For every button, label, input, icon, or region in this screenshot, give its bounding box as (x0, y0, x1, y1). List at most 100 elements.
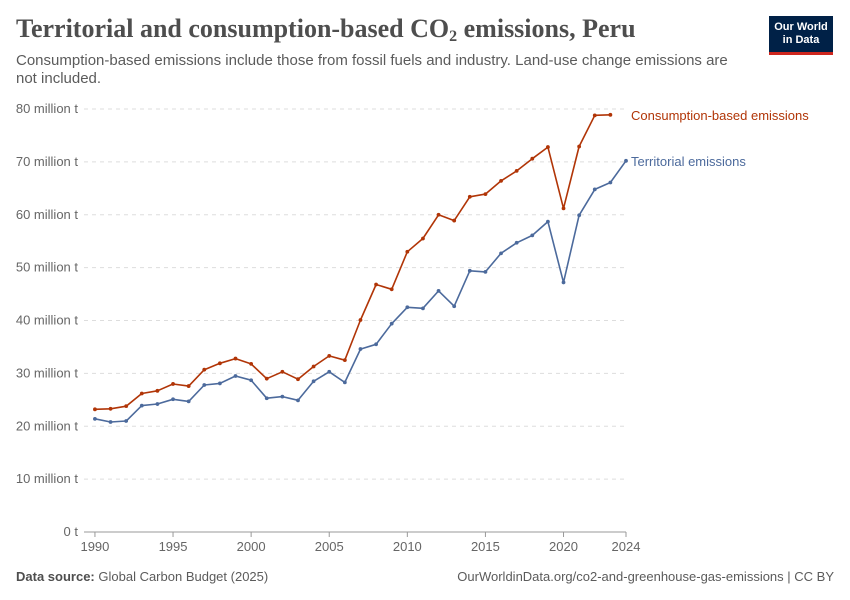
logo-line-2: in Data (782, 34, 820, 46)
data-point (296, 377, 300, 382)
x-tick-label: 1995 (159, 539, 188, 554)
data-point (171, 382, 175, 386)
data-point (155, 388, 160, 393)
data-point (483, 269, 488, 274)
data-source: Data source: Global Carbon Budget (2025) (16, 569, 268, 584)
series-layer (93, 112, 628, 424)
y-tick-label: 70 million t (16, 154, 79, 169)
y-tick-label: 0 t (64, 524, 79, 539)
data-point (546, 219, 550, 224)
data-point (108, 420, 113, 424)
data-point (608, 180, 613, 185)
series-line-territorial (94, 160, 627, 423)
data-point (342, 380, 347, 385)
y-tick-label: 30 million t (16, 365, 79, 380)
data-point (139, 391, 144, 396)
data-point (608, 112, 613, 117)
data-point (280, 369, 285, 374)
data-point (436, 212, 441, 217)
data-point (311, 364, 316, 369)
data-point (467, 268, 472, 273)
data-point (499, 251, 503, 256)
data-point (499, 179, 503, 183)
data-point (592, 113, 597, 118)
data-point (374, 282, 378, 287)
source-url-text: OurWorldinData.org/co2-and-greenhouse-ga… (457, 569, 834, 584)
data-point (233, 356, 238, 361)
data-point (186, 384, 191, 388)
data-point (624, 158, 628, 163)
y-tick-label: 20 million t (16, 418, 79, 433)
x-tick-label: 2024 (612, 539, 641, 554)
data-point (93, 416, 97, 421)
data-point (264, 376, 269, 381)
data-point (561, 280, 566, 285)
data-point (436, 288, 441, 293)
data-point (108, 406, 113, 411)
data-point (264, 396, 269, 401)
data-point (124, 404, 129, 409)
title-main: Territorial and consumption-based CO (16, 14, 450, 43)
data-point (311, 379, 316, 384)
data-point (561, 206, 566, 211)
data-point (342, 358, 347, 363)
data-point (405, 305, 410, 310)
data-point (202, 383, 207, 387)
data-point (483, 192, 488, 197)
y-tick-label: 80 million t (16, 101, 79, 116)
data-point (327, 354, 332, 358)
data-point (577, 213, 582, 218)
data-point (546, 145, 550, 149)
data-point (452, 218, 457, 223)
data-point (514, 168, 519, 173)
data-point (139, 403, 144, 408)
y-axis-ticks: 0 t 10 million t 20 million t 30 million t 4… (16, 101, 79, 539)
data-point (389, 287, 394, 292)
series-line-consumption (94, 114, 611, 411)
data-point (327, 369, 332, 374)
data-point (296, 398, 300, 403)
data-point (389, 321, 394, 326)
data-point (249, 378, 254, 383)
source-url[interactable]: OurWorldinData.org/co2-and-greenhouse-ga… (457, 569, 834, 584)
data-point (217, 361, 222, 366)
owid-logo[interactable]: Our World in Data (769, 16, 833, 55)
x-tick-label: 2000 (237, 539, 266, 554)
data-point (592, 187, 597, 192)
data-point (452, 304, 457, 309)
data-point (530, 233, 535, 238)
logo-line-1: Our World (774, 21, 828, 33)
x-tick-label: 1990 (80, 539, 109, 554)
data-point (233, 374, 238, 378)
data-point (514, 240, 519, 245)
data-point (202, 367, 207, 372)
series-labels: Consumption-based emissions Territorial e… (631, 108, 809, 169)
y-tick-label: 50 million t (16, 260, 79, 275)
title-subscript: 2 (449, 28, 458, 45)
data-point (467, 194, 472, 199)
series-label: Consumption-based emissions (631, 108, 809, 123)
data-point (249, 361, 254, 366)
data-point (217, 381, 222, 386)
data-point (374, 342, 378, 347)
x-tick-label: 2010 (393, 539, 422, 554)
data-point (421, 236, 425, 241)
grid-lines (84, 108, 626, 480)
chart-subtitle: Consumption-based emissions include thos… (16, 52, 728, 87)
data-point (421, 306, 425, 311)
chart-title: Territorial and consumption-based CO2 em… (16, 14, 636, 45)
x-tick-label: 2015 (471, 539, 500, 554)
data-point (186, 399, 191, 404)
data-point (577, 144, 582, 149)
data-point (358, 318, 363, 322)
data-point (171, 397, 175, 402)
y-tick-label: 40 million t (16, 313, 79, 328)
y-tick-label: 60 million t (16, 207, 79, 222)
data-source-label: Data source: (16, 569, 95, 584)
series-label: Territorial emissions (631, 154, 746, 169)
data-point (93, 407, 97, 412)
x-axis: 1990 1995 2000 2005 2010 2015 2020 2024 (80, 531, 641, 554)
title-tail: emissions, Peru (457, 14, 636, 43)
data-source-value: Global Carbon Budget (2025) (98, 569, 269, 584)
